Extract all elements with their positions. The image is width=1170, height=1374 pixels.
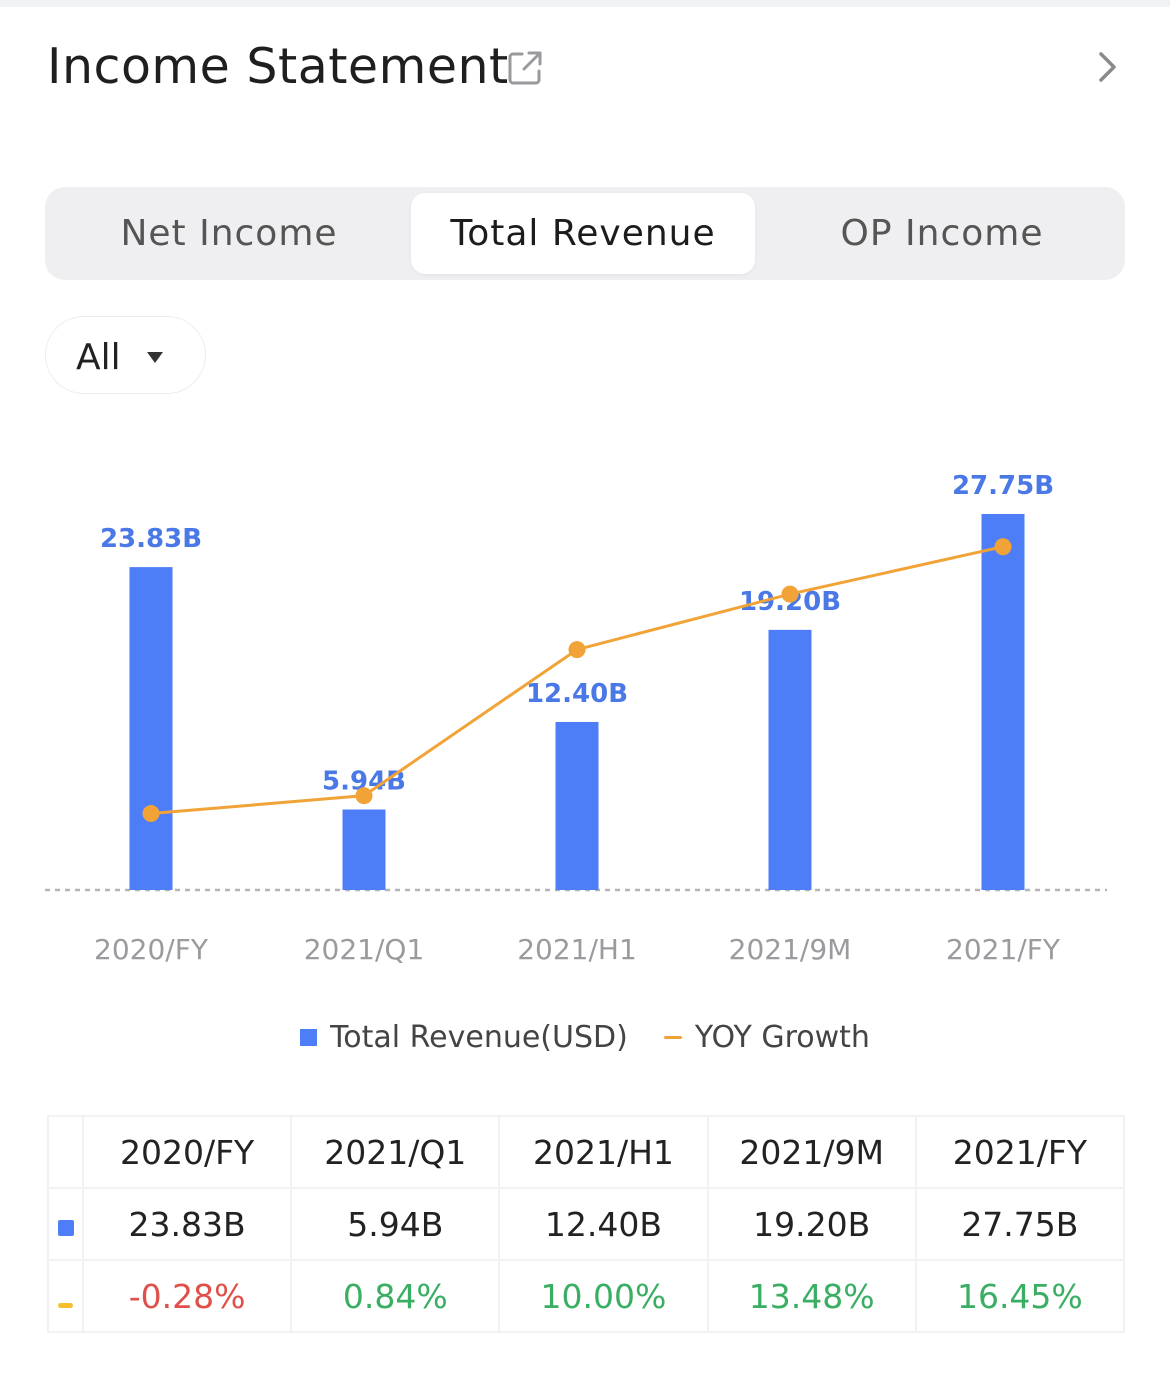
yoy-growth-point <box>355 787 373 805</box>
period-filter-label: All <box>76 337 121 378</box>
data-table: 2020/FY 2021/Q1 2021/H1 2021/9M 2021/FY … <box>47 1115 1126 1333</box>
x-axis-tick-label: 2021/FY <box>946 933 1061 966</box>
table-cell-revenue: 23.83B <box>81 1187 293 1261</box>
revenue-chart: 23.83B5.94B12.40B19.20B27.75B2020/FY2021… <box>0 440 1170 1000</box>
table-cell-revenue: 27.75B <box>914 1187 1126 1261</box>
yoy-growth-point <box>781 585 799 603</box>
period-filter-dropdown[interactable]: All <box>45 316 206 394</box>
table-cell-growth: -0.28% <box>81 1259 293 1333</box>
bar-value-label: 23.83B <box>100 524 202 554</box>
header: Income Statement <box>47 38 1127 108</box>
revenue-series-icon <box>57 1219 74 1236</box>
tab-switcher: Net Income Total Revenue OP Income <box>45 187 1125 280</box>
table-row-marker <box>47 1259 84 1333</box>
tab-net-income[interactable]: Net Income <box>120 213 338 254</box>
table-cell-growth: 13.48% <box>706 1259 917 1333</box>
revenue-bar <box>768 629 812 890</box>
table-cell-growth: 16.45% <box>914 1259 1126 1333</box>
legend-swatch-bar <box>300 1028 318 1046</box>
legend-label-revenue: Total Revenue(USD) <box>330 1019 628 1055</box>
x-axis-tick-label: 2021/Q1 <box>304 933 425 966</box>
legend-item-revenue[interactable]: Total Revenue(USD) <box>300 1020 628 1055</box>
table-cell-revenue: 19.20B <box>706 1187 917 1261</box>
yoy-growth-point <box>142 805 160 823</box>
table-row-growth: -0.28% 0.84% 10.00% 13.48% 16.45% <box>47 1259 1126 1333</box>
table-row-marker <box>47 1187 84 1261</box>
external-link-icon[interactable] <box>505 48 545 88</box>
x-axis-tick-label: 2021/H1 <box>517 933 637 966</box>
page-title: Income Statement <box>47 38 509 95</box>
table-header-cell: 2020/FY <box>81 1115 293 1189</box>
yoy-growth-point <box>568 641 586 659</box>
yoy-growth-point <box>994 538 1012 556</box>
chart-legend: Total Revenue(USD) YOY Growth <box>0 1014 1170 1060</box>
table-header-cell: 2021/H1 <box>498 1115 709 1189</box>
bar-value-label: 12.40B <box>526 679 628 709</box>
top-strip <box>0 0 1170 7</box>
table-header-row: 2020/FY 2021/Q1 2021/H1 2021/9M 2021/FY <box>47 1115 1126 1189</box>
table-cell-growth: 0.84% <box>290 1259 501 1333</box>
table-cell-growth: 10.00% <box>498 1259 709 1333</box>
revenue-bar <box>129 567 173 890</box>
legend-label-growth: YOY Growth <box>694 1019 870 1055</box>
table-header-cell: 2021/9M <box>706 1115 917 1189</box>
growth-series-icon <box>58 1302 73 1308</box>
x-axis-tick-label: 2021/9M <box>729 933 852 966</box>
table-header-cell: 2021/FY <box>914 1115 1126 1189</box>
legend-item-growth[interactable]: YOY Growth <box>663 1019 870 1055</box>
table-cell-revenue: 12.40B <box>498 1187 709 1261</box>
chevron-right-icon[interactable] <box>1093 50 1123 84</box>
table-corner-cell <box>47 1115 84 1189</box>
x-axis-tick-label: 2020/FY <box>94 933 209 966</box>
revenue-bar <box>981 514 1025 890</box>
revenue-bar <box>342 809 386 890</box>
caret-down-icon <box>147 352 163 363</box>
bar-value-label: 27.75B <box>952 471 1054 501</box>
table-row-revenue: 23.83B 5.94B 12.40B 19.20B 27.75B <box>47 1187 1126 1261</box>
table-header-cell: 2021/Q1 <box>290 1115 501 1189</box>
revenue-bar <box>555 721 599 890</box>
tab-total-revenue[interactable]: Total Revenue <box>411 193 755 274</box>
tab-op-income[interactable]: OP Income <box>840 213 1044 254</box>
revenue-chart-svg: 23.83B5.94B12.40B19.20B27.75B2020/FY2021… <box>45 471 1107 966</box>
legend-swatch-line <box>663 1035 682 1039</box>
table-cell-revenue: 5.94B <box>290 1187 501 1261</box>
